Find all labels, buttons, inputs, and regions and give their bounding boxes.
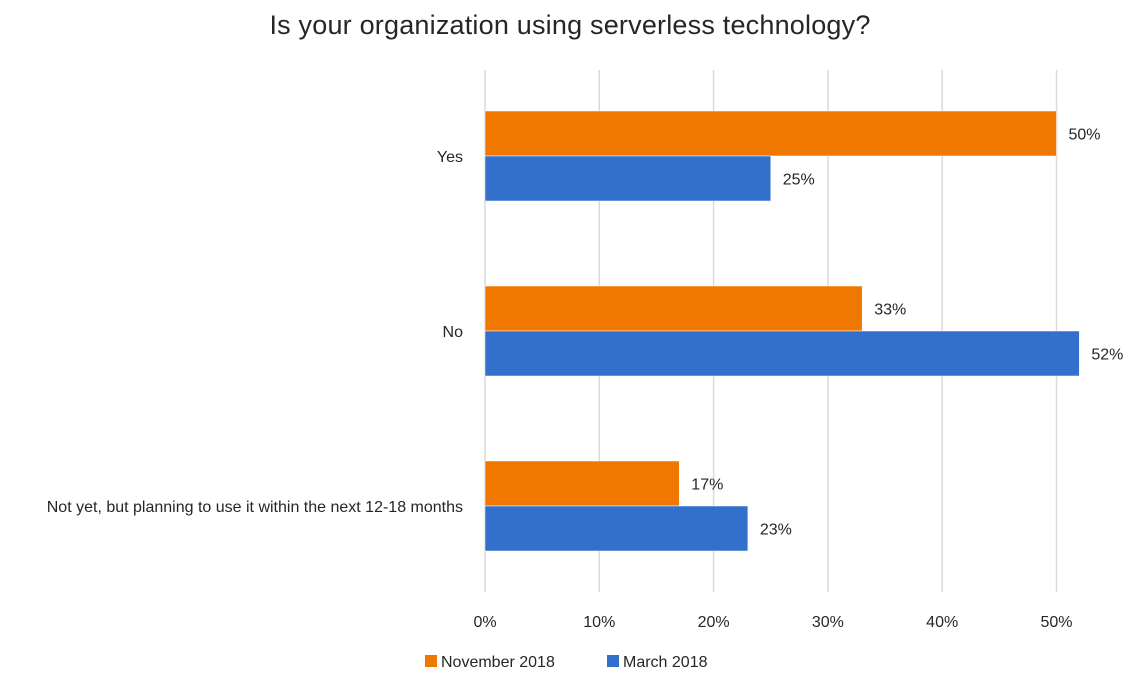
legend: November 2018 March 2018	[425, 654, 708, 671]
bar	[484, 155, 771, 202]
x-tick-label: 0%	[473, 614, 496, 631]
bars	[484, 110, 1080, 552]
bar	[484, 110, 1057, 157]
x-axis-ticks: 0% 10% 20% 30% 40% 50%	[473, 614, 1072, 631]
category-labels: Yes No Not yet, but planning to use it wit…	[47, 149, 463, 516]
category-label: Not yet, but planning to use it within t…	[47, 499, 463, 516]
data-labels: 50% 33% 17% 25% 52% 23%	[691, 127, 1123, 539]
data-label: 25%	[783, 172, 815, 189]
legend-label: March 2018	[623, 654, 708, 671]
data-label: 23%	[760, 522, 792, 539]
legend-swatch	[425, 655, 437, 667]
category-label: No	[443, 324, 464, 341]
x-tick-label: 20%	[698, 614, 730, 631]
data-label: 50%	[1069, 127, 1101, 144]
data-label: 52%	[1091, 347, 1123, 364]
bar	[484, 505, 749, 552]
chart-title: Is your organization using serverless te…	[269, 10, 871, 40]
x-tick-label: 10%	[583, 614, 615, 631]
bar	[484, 460, 680, 507]
x-tick-label: 50%	[1040, 614, 1072, 631]
legend-label: November 2018	[441, 654, 555, 671]
data-label: 33%	[874, 302, 906, 319]
bar	[484, 330, 1080, 377]
data-label: 17%	[691, 477, 723, 494]
x-tick-label: 30%	[812, 614, 844, 631]
legend-swatch	[607, 655, 619, 667]
x-tick-label: 40%	[926, 614, 958, 631]
category-label: Yes	[437, 149, 463, 166]
bar	[484, 285, 863, 332]
